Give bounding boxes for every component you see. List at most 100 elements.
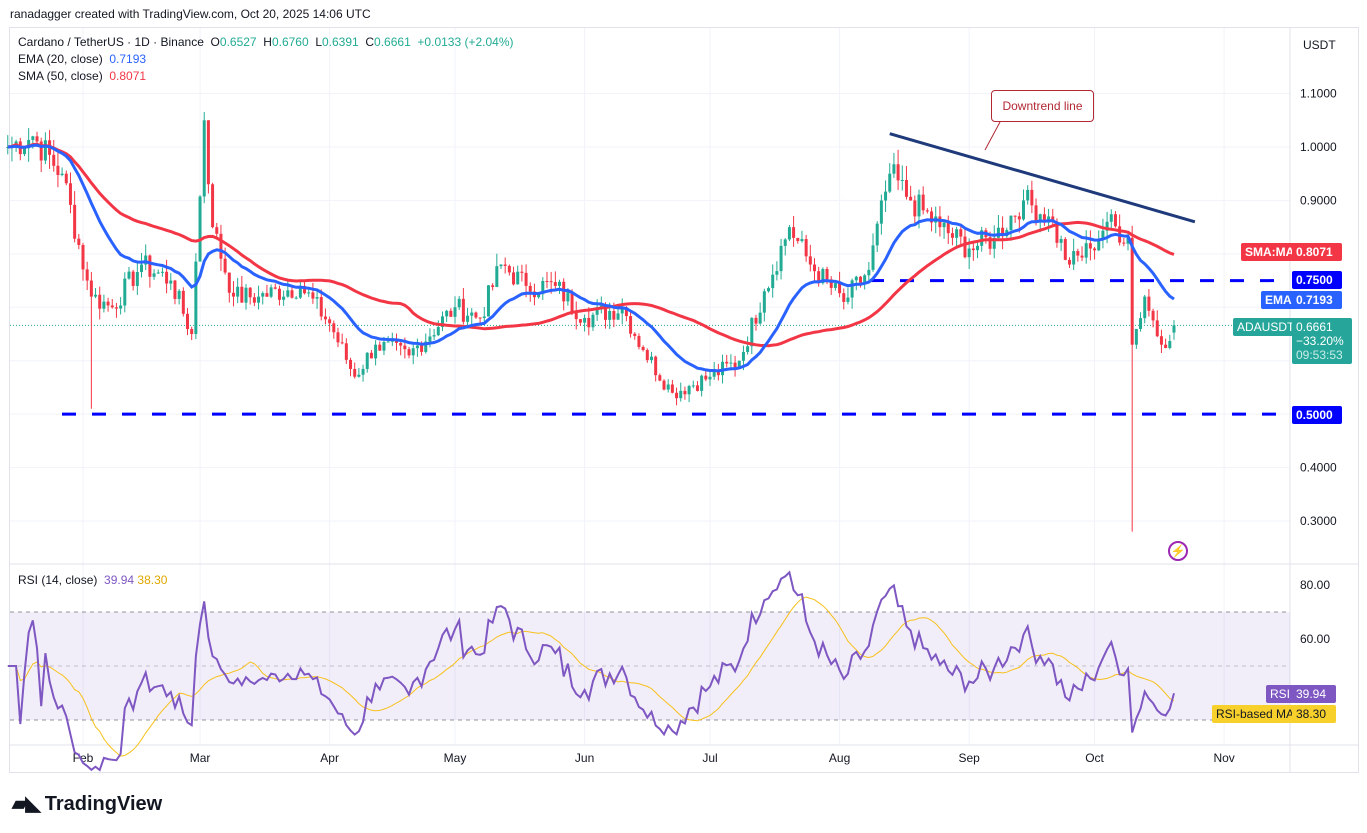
candle-body (73, 204, 77, 239)
candle-body (612, 310, 616, 320)
candle-body (60, 173, 64, 175)
candle-body (708, 376, 712, 380)
price-tick-label: 1.0000 (1300, 140, 1337, 154)
candle-body (858, 276, 862, 283)
logo-text: TradingView (44, 793, 163, 815)
close-value: 0.6661 (374, 35, 411, 49)
candle-body (94, 294, 98, 297)
candle-body (499, 264, 503, 267)
candle-body (420, 345, 424, 352)
candle-body (1101, 230, 1105, 240)
candle-body (31, 136, 35, 140)
candle-body (950, 233, 954, 238)
candle-body (1097, 239, 1101, 251)
candle-body (440, 316, 444, 328)
candle-body (779, 245, 783, 272)
candle-body (123, 278, 127, 306)
candle-body (407, 349, 411, 356)
candle-body (850, 280, 854, 298)
candle-body (595, 307, 599, 315)
candle-body (658, 375, 662, 381)
candle-body (140, 264, 144, 273)
candle-body (654, 356, 658, 376)
candle-body (1126, 237, 1130, 244)
candle-body (198, 196, 202, 262)
candle-body (152, 273, 156, 277)
candle-body (545, 280, 549, 282)
candle-body (842, 293, 846, 302)
candle-body (624, 307, 628, 317)
candle-body (838, 283, 842, 294)
rsi-value: 39.94 (104, 573, 135, 587)
candle-body (1067, 259, 1071, 265)
candle-body (231, 292, 235, 297)
candle-body (466, 315, 470, 322)
downtrend-annotation[interactable]: Downtrend line (991, 90, 1094, 122)
candle-body (340, 342, 344, 344)
candle-body (1168, 341, 1172, 348)
candle-body (1042, 214, 1046, 223)
candle-body (332, 323, 336, 333)
candle-body (783, 239, 787, 246)
candle-body (1088, 243, 1092, 249)
candle-body (988, 237, 992, 249)
candle-body (290, 290, 294, 298)
candle-body (344, 343, 348, 360)
candle-body (645, 350, 649, 361)
candle-body (181, 290, 185, 314)
candle-body (1155, 320, 1159, 337)
candle-body (102, 301, 106, 309)
candle-body (541, 280, 545, 295)
sma-legend[interactable]: SMA (50, close) 0.8071 (18, 69, 146, 83)
candle-body (558, 281, 562, 286)
candle-body (846, 297, 850, 302)
chart-frame[interactable] (9, 27, 1359, 773)
candle-body (620, 307, 624, 314)
candle-body (662, 380, 666, 390)
level-low-tag: 0.5000 (1292, 406, 1342, 424)
rsi-legend[interactable]: RSI (14, close) 39.94 38.30 (18, 573, 167, 587)
candle-body (261, 293, 265, 297)
candle-body (215, 227, 219, 234)
price-tag-countdown: 09:53:53 (1296, 348, 1343, 362)
candle-body (311, 292, 315, 299)
currency-label[interactable]: USDT (1303, 38, 1336, 52)
candle-body (683, 390, 687, 395)
high-value: 0.6760 (271, 35, 309, 49)
tradingview-logo[interactable]: ▰◣ TradingView (12, 792, 162, 816)
candle-body (721, 361, 725, 376)
candle-body (336, 332, 340, 343)
candle-body (537, 294, 541, 298)
candle-body (165, 271, 169, 284)
candle-body (754, 317, 758, 324)
lightning-icon[interactable]: ⚡ (1168, 541, 1188, 561)
candle-body (980, 230, 984, 246)
candle-body (758, 312, 762, 324)
x-tick-label: Aug (829, 751, 850, 765)
candle-body (871, 245, 875, 270)
candle-body (578, 319, 582, 323)
rsi-ma-tag: 38.30 (1292, 705, 1336, 723)
symbol-tag: ADAUSDT (1233, 318, 1299, 336)
ema-legend[interactable]: EMA (20, close) 0.7193 (18, 52, 146, 66)
candle-body (888, 173, 892, 192)
candle-body (382, 342, 386, 351)
candle-body (486, 285, 490, 317)
candle-body (1051, 216, 1055, 222)
candle-body (1147, 296, 1151, 311)
candle-body (996, 227, 1000, 238)
candle-body (353, 368, 357, 377)
candle-body (445, 310, 449, 317)
candle-body (403, 345, 407, 350)
x-tick-label: Mar (190, 751, 211, 765)
candle-body (787, 227, 791, 240)
candle-body (177, 290, 181, 299)
candle-body (286, 290, 290, 297)
candle-body (303, 285, 307, 294)
candle-body (955, 229, 959, 238)
candle-body (1038, 214, 1042, 222)
candle-body (428, 336, 432, 342)
candle-body (119, 305, 123, 309)
rsi-ma-value: 38.30 (137, 573, 168, 587)
